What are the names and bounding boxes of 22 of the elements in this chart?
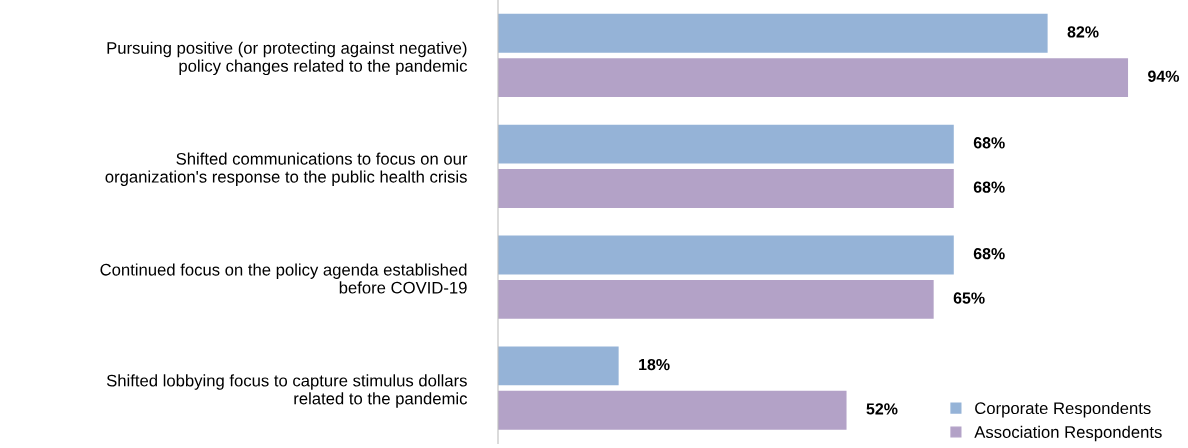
data-label: 68% (973, 137, 1005, 149)
bar (498, 346, 619, 386)
data-label: 82% (1067, 26, 1099, 38)
bar (498, 124, 954, 164)
data-label: 52% (866, 403, 898, 415)
data-label: 65% (953, 292, 985, 304)
legend-label: Corporate Respondents (975, 401, 1151, 418)
data-label: 68% (973, 181, 1005, 193)
bar (498, 390, 847, 430)
legend-label: Association Respondents (974, 425, 1162, 442)
bar (498, 235, 954, 275)
data-label: 68% (973, 248, 1005, 260)
data-label: 18% (639, 358, 670, 371)
y-tick-label: Shifted communications to focus on our organization's response to the public health crisis (105, 152, 468, 186)
bar (498, 169, 954, 208)
bar (498, 13, 1048, 53)
bar (498, 58, 1129, 98)
y-tick-label: Shifted lobbying focus to capture stimulus dollars related to the pandemic (106, 374, 468, 408)
y-tick-label: Continued focus on the policy agenda established before COVID-19 (100, 263, 467, 294)
bar (498, 279, 934, 319)
y-tick-label: Pursuing positive (or protecting against negative) policy changes related to the pandemic (107, 41, 468, 76)
data-label: 94% (1148, 70, 1180, 82)
